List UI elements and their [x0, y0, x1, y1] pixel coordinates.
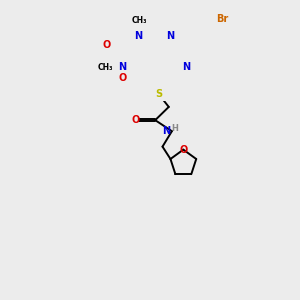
- Text: N: N: [166, 31, 174, 41]
- Text: N: N: [162, 126, 170, 136]
- Text: N: N: [134, 31, 142, 41]
- Text: N: N: [118, 62, 126, 72]
- Text: N: N: [182, 62, 190, 72]
- Text: O: O: [119, 73, 127, 83]
- Text: O: O: [131, 115, 140, 125]
- Text: Br: Br: [216, 14, 228, 23]
- Text: S: S: [155, 89, 162, 99]
- Text: O: O: [179, 145, 188, 154]
- Text: CH₃: CH₃: [98, 63, 113, 72]
- Text: H: H: [171, 124, 178, 133]
- Text: CH₃: CH₃: [132, 16, 148, 25]
- Text: O: O: [102, 40, 110, 50]
